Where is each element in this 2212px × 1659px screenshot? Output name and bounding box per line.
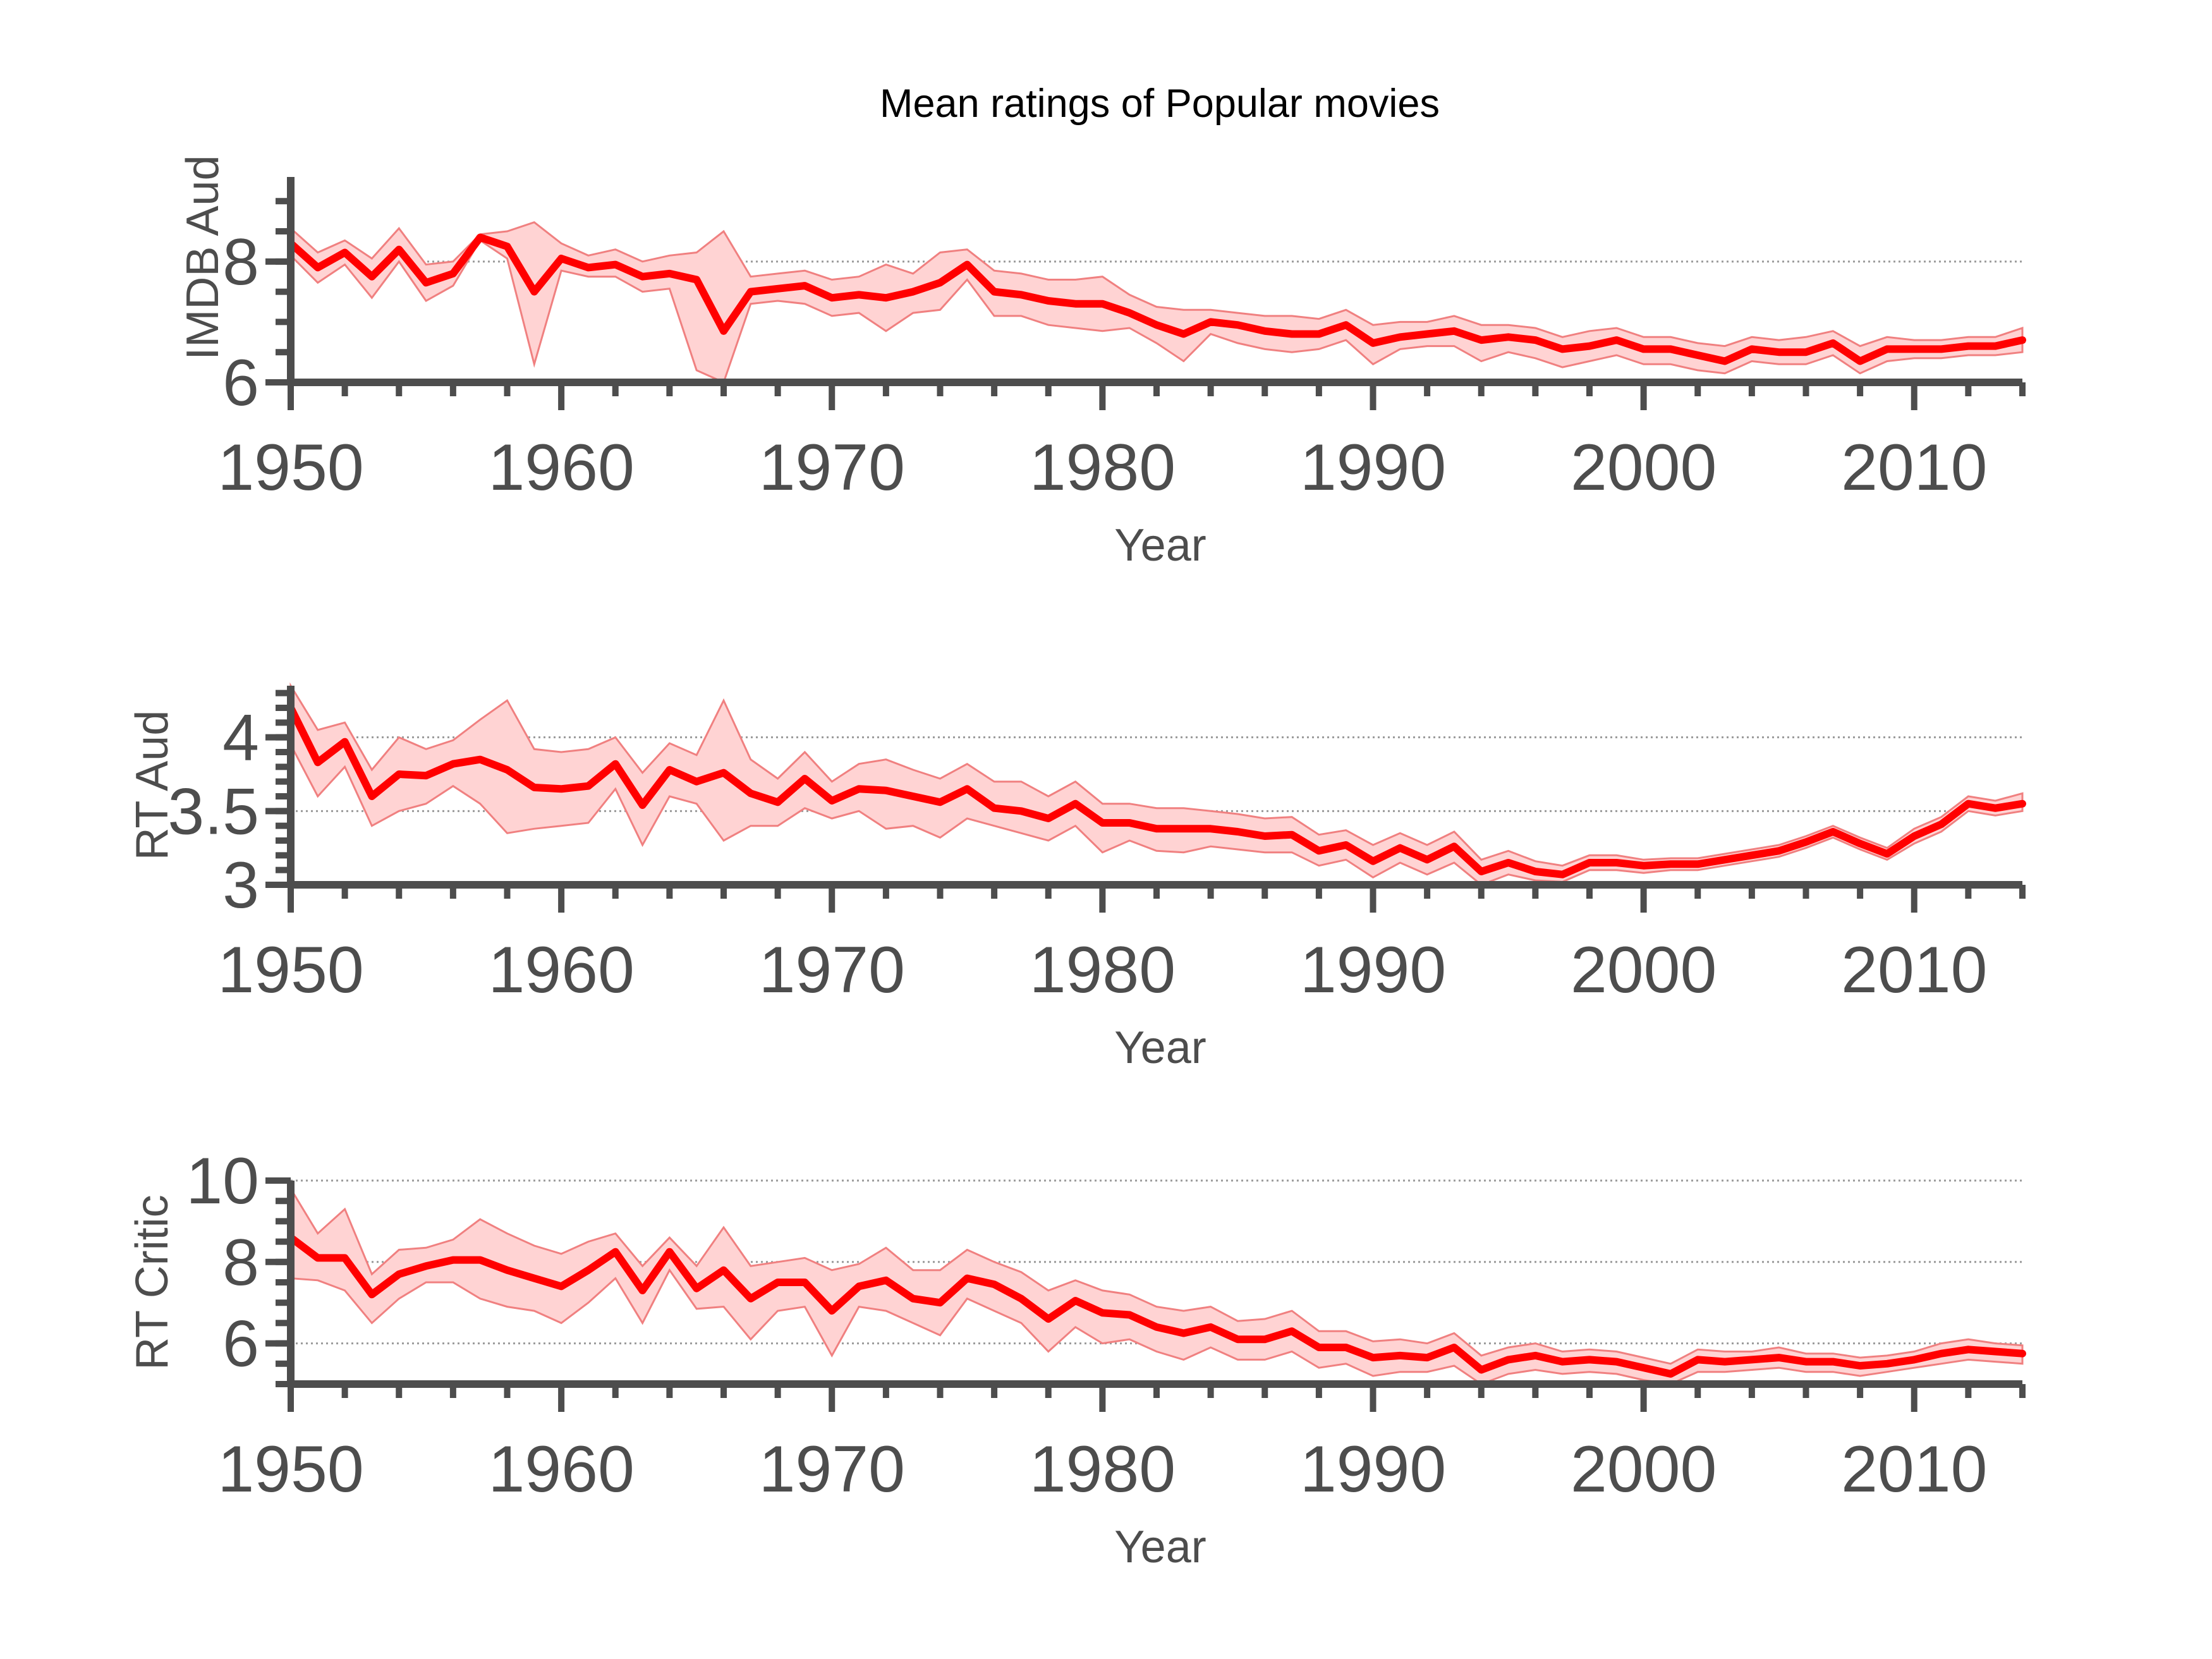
y-tick-label: 6: [222, 1308, 259, 1381]
subplots: 1950 1960 1970 1980 1990 2000 2010 6 8 Year IMDB A…: [127, 155, 2026, 1572]
y-tick-label: 8: [222, 1226, 259, 1299]
x-tick-label: 1950: [217, 431, 363, 504]
mean-line: [287, 233, 2026, 365]
y-tick-label: 10: [186, 1145, 259, 1218]
x-tick-label: 2000: [1571, 933, 1717, 1007]
x-axis-label: Year: [1114, 1522, 1206, 1572]
subplot-1: 1950 1960 1970 1980 1990 2000 2010 6 8 Year IMDB A…: [178, 155, 2026, 571]
x-tick-label: 2010: [1841, 431, 1987, 504]
y-tick-label: 8: [222, 226, 259, 299]
x-axis-label: Year: [1114, 1023, 1206, 1073]
x-tick-label: 1980: [1030, 1433, 1176, 1506]
x-tick-label: 2000: [1571, 431, 1717, 504]
x-tick-label: 1980: [1030, 933, 1176, 1007]
y-axis-label: RT Aud: [127, 710, 178, 861]
subplot-3: 1950 1960 1970 1980 1990 2000 2010 6 8 10 Year RT C…: [127, 1145, 2026, 1572]
confidence-band: [289, 682, 2024, 886]
mean-line: [287, 704, 2026, 878]
x-tick-label: 1980: [1030, 431, 1176, 504]
y-axis-label: IMDB Aud: [178, 155, 228, 360]
x-tick-label: 1990: [1300, 431, 1446, 504]
x-tick-label: 1990: [1300, 1433, 1446, 1506]
x-tick-label: 1950: [217, 933, 363, 1007]
y-tick-label: 4: [222, 702, 259, 775]
confidence-band: [289, 1185, 2024, 1385]
x-tick-label: 1960: [488, 431, 634, 504]
figure-title: Mean ratings of Popular movies: [880, 82, 1440, 126]
x-tick-label: 1950: [217, 1433, 363, 1506]
mean-line: [287, 1234, 2026, 1378]
x-tick-label: 1970: [759, 933, 905, 1007]
y-tick-label: 3: [222, 849, 259, 922]
x-axis-label: Year: [1114, 520, 1206, 571]
x-tick-label: 2010: [1841, 933, 1987, 1007]
x-tick-label: 2000: [1571, 1433, 1717, 1506]
y-axis-label: RT Critic: [127, 1194, 178, 1370]
y-tick-label: 3.5: [167, 775, 259, 848]
x-tick-label: 1990: [1300, 933, 1446, 1007]
x-tick-label: 1970: [759, 1433, 905, 1506]
subplot-2: 1950 1960 1970 1980 1990 2000 2010 33.54 Year RT …: [127, 682, 2026, 1073]
x-tick-label: 2010: [1841, 1433, 1987, 1506]
y-tick-label: 6: [222, 346, 259, 420]
x-tick-label: 1960: [488, 1433, 634, 1506]
x-tick-label: 1960: [488, 933, 634, 1007]
x-tick-label: 1970: [759, 431, 905, 504]
